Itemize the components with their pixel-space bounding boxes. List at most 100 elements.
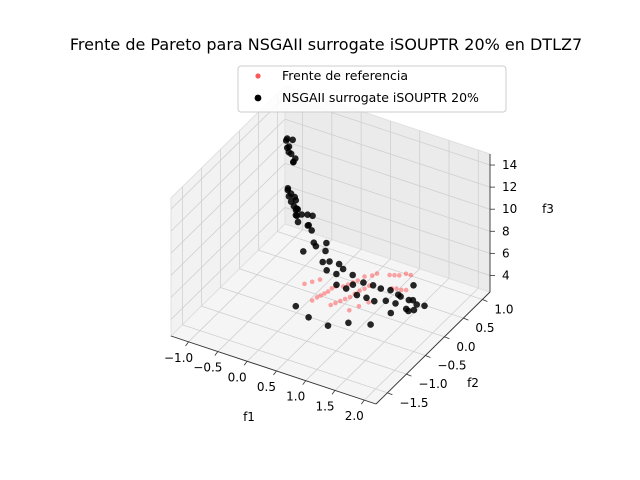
z-gridline <box>170 118 286 232</box>
nsgaii-point <box>353 291 361 299</box>
nsgaii-point <box>349 281 357 289</box>
legend: Frente de referencia NSGAII surrogate iS… <box>237 65 507 113</box>
y-tick-label: −0.5 <box>437 358 466 372</box>
nsgaii-point <box>319 258 327 266</box>
nsgaii-point <box>405 307 412 315</box>
nsgaii-point <box>367 321 374 328</box>
z-gridline <box>170 207 286 320</box>
z-axis-label: f3 <box>542 202 554 216</box>
z-gridline <box>284 162 491 232</box>
z-tick-label: 6 <box>502 246 510 260</box>
nsgaii-point <box>305 314 312 321</box>
nsgaii-point <box>397 293 404 300</box>
reference-point <box>366 300 371 305</box>
reference-point <box>328 302 334 308</box>
x-axis-label: f1 <box>243 410 255 424</box>
nsgaii-point <box>284 185 292 192</box>
reference-point <box>325 289 331 294</box>
reference-point <box>309 279 315 285</box>
chart-title: Frente de Pareto para NSGAII surrogate i… <box>70 35 582 54</box>
z-tick-label: 4 <box>502 268 510 282</box>
reference-point <box>403 287 409 293</box>
nsgaii-point <box>342 285 350 292</box>
nsgaii-point <box>323 267 331 274</box>
nsgaii-point <box>333 270 340 278</box>
reference-point <box>392 272 397 278</box>
z-gridline <box>170 162 286 276</box>
nsgaii-point <box>360 279 367 286</box>
y-gridline <box>182 324 388 394</box>
x-gridline <box>334 278 450 391</box>
reference-point <box>399 287 404 293</box>
legend-label-nsgaii: NSGAII surrogate iSOUPTR 20% <box>282 90 479 105</box>
reference-point <box>309 298 315 303</box>
y-gridline <box>239 268 445 338</box>
z-gridline <box>284 184 491 254</box>
nsgaii-point <box>298 211 306 218</box>
nsgaii-point <box>323 239 330 247</box>
nsgaii-point <box>322 247 329 255</box>
nsgaii-point <box>335 260 343 268</box>
reference-point <box>314 295 320 300</box>
y-tick <box>406 373 412 377</box>
y-tick <box>463 317 469 321</box>
nsgaii-point <box>294 206 302 213</box>
nsgaii-point <box>387 309 395 317</box>
reference-point <box>347 294 353 300</box>
x-tick-label: −0.5 <box>193 361 222 375</box>
x-tick <box>243 361 248 366</box>
z-gridline <box>170 96 286 210</box>
y-gridline <box>220 287 426 356</box>
z-gridline <box>284 140 491 210</box>
reference-point <box>357 288 362 294</box>
nsgaii-point <box>294 218 302 226</box>
x-tick-label: 2.0 <box>345 409 364 423</box>
x-tick-label: −1.0 <box>164 351 193 365</box>
x-tick <box>331 390 336 395</box>
y-tick-label: 1.0 <box>494 302 513 316</box>
z-tick-label: 8 <box>502 224 510 238</box>
y-axis-label: f2 <box>467 376 479 390</box>
y-gridline <box>201 305 407 375</box>
reference-point <box>387 272 392 278</box>
x-axis-line <box>170 335 377 405</box>
nsgaii-point <box>410 282 417 289</box>
reference-point <box>318 293 324 298</box>
reference-point <box>362 286 367 292</box>
nsgaii-point <box>409 296 417 304</box>
reference-point <box>369 273 375 278</box>
reference-point <box>333 300 338 306</box>
reference-point <box>408 272 414 278</box>
nsgaii-point <box>300 248 307 255</box>
z-gridline <box>284 207 491 276</box>
y-tick <box>444 336 450 340</box>
y-tick <box>425 355 431 358</box>
axis-ticks: −1.0−0.50.00.51.01.52.0−1.5−1.0−0.50.00.… <box>164 154 517 423</box>
x-gridline <box>305 268 420 381</box>
nsgaii-point <box>382 297 390 305</box>
x-gridline <box>217 239 333 352</box>
nsgaii-point <box>285 143 293 150</box>
reference-point <box>322 291 327 296</box>
legend-marker-nsgaii <box>254 94 262 102</box>
z-tick-label: 12 <box>502 180 517 194</box>
nsgaii-point <box>304 222 312 229</box>
z-gridline <box>170 185 286 298</box>
y-tick-label: −1.0 <box>418 377 447 391</box>
y-tick-label: −1.5 <box>399 396 428 410</box>
reference-point <box>355 278 361 283</box>
reference-point <box>347 308 352 313</box>
reference-point <box>394 286 399 291</box>
x-tick <box>214 351 219 356</box>
legend-label-reference: Frente de referencia <box>282 68 408 83</box>
reference-point <box>403 271 409 277</box>
grid-lines <box>170 91 491 401</box>
nsgaii-point <box>349 271 357 279</box>
x-tick-label: 0.5 <box>257 380 276 394</box>
reference-point <box>362 274 367 279</box>
nsgaii-point <box>308 227 316 234</box>
reference-point <box>374 271 380 276</box>
y-axis-line <box>375 291 491 405</box>
nsgaii-point <box>371 297 378 305</box>
